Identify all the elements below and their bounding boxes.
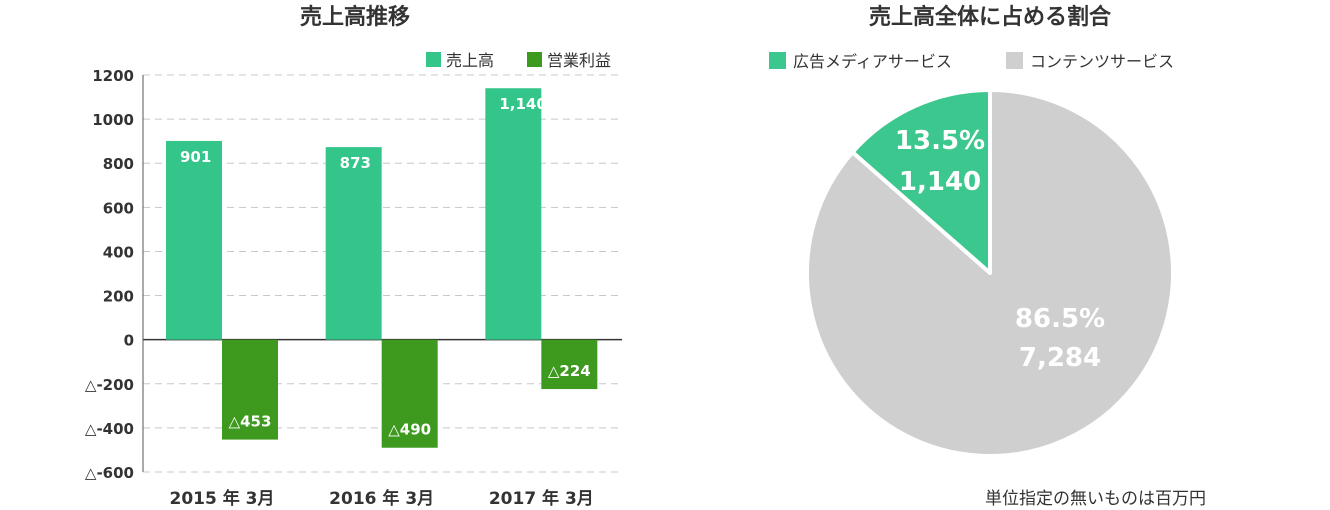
legend-label: コンテンツサービス (1030, 52, 1174, 71)
legend-label: 広告メディアサービス (793, 52, 952, 71)
legend-swatch (1006, 52, 1023, 69)
bar-value-label: 1,140 (499, 95, 546, 113)
y-tick-label: △-400 (85, 420, 134, 438)
bar-operating-profit (222, 339, 278, 440)
y-tick-label: 0 (124, 332, 134, 350)
y-tick-label: 200 (103, 288, 134, 306)
pie-percent-label: 13.5% (895, 126, 985, 156)
bar-sales (166, 140, 222, 340)
pie-percent-label: 86.5% (1015, 304, 1105, 334)
y-tick-label: △-200 (85, 376, 134, 394)
bar-value-label: 873 (340, 154, 371, 172)
bar-value-label: 901 (180, 148, 211, 166)
bar-value-label: △453 (229, 413, 272, 431)
y-tick-label: 600 (103, 199, 134, 217)
legend-label: 営業利益 (547, 51, 611, 70)
bar-chart-y-axis: 1200 1000 800 600 400 200 0 △-200 △-400 △-600 (85, 67, 144, 482)
y-tick-label: 400 (103, 243, 134, 261)
pie-value-label: 1,140 (899, 167, 981, 197)
bar-value-label: △224 (548, 362, 591, 380)
pie-chart-legend: 広告メディアサービス コンテンツサービス (769, 52, 1174, 71)
y-tick-label: 1000 (92, 111, 134, 129)
bar-operating-profit (381, 339, 438, 448)
bar-operating-profit (541, 339, 598, 390)
x-tick-label: 2016 年 3月 (329, 488, 434, 509)
pie-value-label: 7,284 (1019, 343, 1101, 373)
legend-swatch (527, 52, 542, 67)
bar-sales (485, 88, 542, 340)
pie-chart-slices (805, 88, 1175, 458)
bar-value-label: △490 (388, 421, 431, 439)
pie-chart-title: 売上高全体に占める割合 (869, 4, 1112, 30)
bar-chart-x-axis: 2015 年 3月 2016 年 3月 2017 年 3月 (170, 488, 594, 509)
x-tick-label: 2015 年 3月 (170, 488, 275, 509)
bar-chart-legend: 売上高 営業利益 (426, 51, 611, 70)
y-tick-label: 800 (103, 155, 134, 173)
legend-swatch (426, 52, 441, 67)
y-tick-label: 1200 (92, 67, 134, 85)
legend-swatch (769, 52, 786, 69)
y-tick-label: △-600 (85, 464, 134, 482)
pie-slice-content (805, 88, 1175, 458)
pie-slice-ad-media (850, 88, 992, 275)
bar-chart: 売上高推移 売上高 営業利益 1200 1000 800 600 400 200 0 △-200… (85, 4, 622, 509)
legend-label: 売上高 (446, 51, 494, 70)
pie-chart: 売上高全体に占める割合 広告メディアサービス コンテンツサービス 13.5% 1,1… (769, 4, 1175, 458)
bar-chart-bars: 901 △453 873 △490 1,140 △224 (166, 88, 598, 448)
pie-chart-labels: 13.5% 1,140 86.5% 7,284 (895, 126, 1105, 373)
unit-footnote: 単位指定の無いものは百万円 (985, 489, 1206, 509)
bar-sales (325, 147, 382, 340)
x-tick-label: 2017 年 3月 (489, 488, 594, 509)
bar-chart-title: 売上高推移 (300, 4, 410, 30)
